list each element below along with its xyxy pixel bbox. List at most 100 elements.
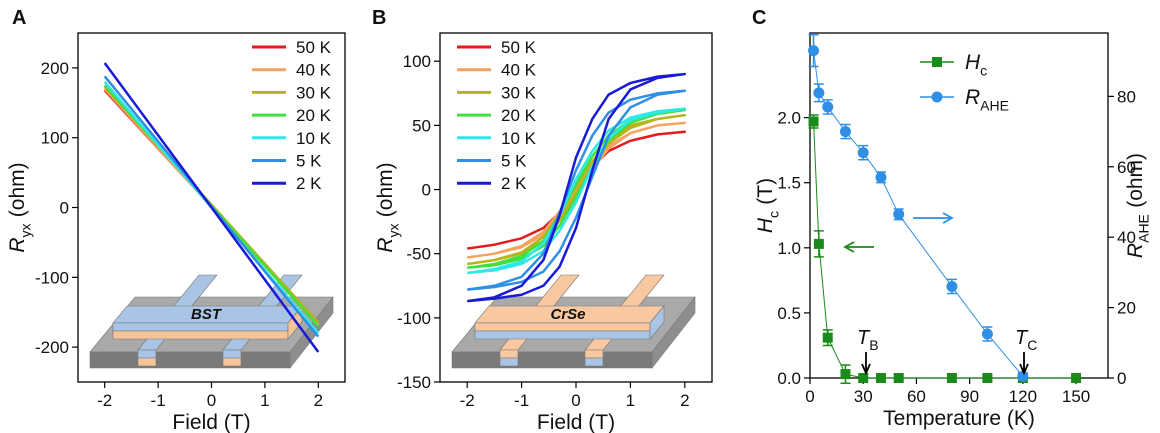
marker — [875, 171, 887, 183]
y-tick-label: -50 — [406, 245, 431, 264]
panel-label: B — [372, 7, 386, 29]
leg-front-upper — [499, 349, 519, 359]
x-axis-label: Field (T) — [537, 411, 615, 433]
substrate-front — [89, 351, 291, 369]
marker — [839, 126, 851, 138]
annotation-main: T — [1015, 327, 1029, 349]
legend-label: 10 K — [501, 129, 537, 148]
y-tick-label: 0.0 — [777, 369, 801, 388]
plot-frame — [809, 32, 1109, 379]
axis-arrow — [843, 241, 874, 253]
device-label: BST — [191, 306, 223, 323]
y-tick-label: 200 — [41, 59, 69, 78]
annotation-sub: C — [1027, 337, 1037, 353]
x-tick-label: 0 — [805, 387, 814, 406]
legend-label: 30 K — [296, 83, 332, 102]
device-inset: BST — [89, 274, 334, 369]
y2-axis-label-sub: AHE — [1135, 214, 1151, 243]
leg-front-lower — [499, 357, 519, 367]
y-axis-label: Hc (T) — [754, 178, 781, 233]
x-tick-label: 60 — [907, 387, 926, 406]
x-tick-label: 90 — [960, 387, 979, 406]
y-tick-label: -100 — [397, 309, 431, 328]
x-tick-label: -2 — [460, 391, 475, 410]
marker — [875, 373, 886, 383]
y-tick-label: 0 — [422, 181, 431, 200]
y-axis-label-sub: yx — [385, 223, 401, 237]
legend-label: 5 K — [501, 152, 527, 171]
legend-label: 30 K — [501, 83, 537, 102]
series-line — [467, 72, 687, 303]
x-tick-label: -2 — [97, 391, 112, 410]
marker — [822, 332, 833, 343]
y-axis-label-unit: (ohm) — [374, 162, 397, 217]
marker — [858, 373, 869, 383]
legend-label-sub: c — [980, 62, 987, 78]
y-tick-label: 1.5 — [777, 174, 801, 193]
y-tick-label: 0.5 — [777, 304, 801, 323]
y2-axis-label: RAHE (ohm) — [1124, 153, 1151, 258]
annotation-main: T — [857, 327, 871, 349]
y2-tick-label: 20 — [1117, 299, 1136, 318]
series-line — [467, 121, 687, 259]
legend-label: 5 K — [296, 152, 322, 171]
y-axis-label-main: R — [374, 237, 397, 252]
legend-label-sub: AHE — [980, 97, 1009, 113]
y-axis-label-unit: (T) — [754, 178, 777, 205]
marker — [857, 147, 869, 159]
bar-side — [649, 305, 665, 340]
leg-front-upper — [584, 349, 604, 359]
y-axis-label-sub: c — [765, 211, 781, 218]
marker — [1017, 370, 1029, 382]
marker — [893, 208, 905, 220]
legend-marker — [932, 57, 942, 67]
y2-tick-label: 0 — [1117, 369, 1126, 388]
annotation-arrow — [1019, 352, 1029, 376]
legend-label: 20 K — [501, 106, 537, 125]
marker — [822, 101, 834, 113]
legend-label: 2 K — [501, 174, 527, 193]
legend-label: Hc — [965, 51, 987, 78]
marker — [981, 328, 993, 340]
y-axis-label-sub: yx — [17, 223, 33, 237]
device-inset: CrSe — [451, 274, 696, 369]
substrate-side — [651, 296, 696, 369]
y-tick-label: 100 — [41, 129, 69, 148]
marker — [893, 373, 904, 383]
marker — [813, 238, 824, 249]
x-tick-label: 0 — [207, 391, 216, 410]
y-axis-label: Ryx (ohm) — [6, 162, 33, 252]
y-tick-label: 1.0 — [777, 239, 801, 258]
marker — [840, 369, 851, 380]
x-tick-label: 30 — [854, 387, 873, 406]
y-tick-label: 2.0 — [777, 109, 801, 128]
y-tick-label: -100 — [35, 268, 69, 287]
marker — [1071, 373, 1082, 383]
substrate-front — [451, 351, 653, 369]
marker — [813, 87, 825, 99]
annotation-arrow — [861, 352, 871, 376]
y-tick-label: 0 — [60, 199, 69, 218]
x-tick-label: 0 — [571, 391, 580, 410]
y-axis-label-main: R — [6, 237, 29, 252]
legend-label-main: R — [965, 86, 980, 109]
y2-tick-label: 80 — [1117, 87, 1136, 106]
x-axis-label: Field (T) — [172, 411, 250, 433]
marker — [808, 116, 819, 127]
legend-label: 50 K — [501, 38, 537, 57]
x-tick-label: 150 — [1062, 387, 1090, 406]
x-tick-label: 2 — [680, 391, 689, 410]
legend-marker — [931, 91, 943, 103]
x-tick-label: 2 — [314, 391, 323, 410]
bar-front-lower — [474, 330, 651, 340]
y-tick-label: 50 — [412, 116, 431, 135]
marker — [808, 45, 820, 57]
x-tick-label: 1 — [260, 391, 269, 410]
x-tick-label: -1 — [151, 391, 166, 410]
series-line — [103, 62, 320, 353]
bar-front-upper — [474, 322, 651, 332]
bar-front-lower — [112, 330, 289, 340]
y2-tick-label: 60 — [1117, 158, 1136, 177]
